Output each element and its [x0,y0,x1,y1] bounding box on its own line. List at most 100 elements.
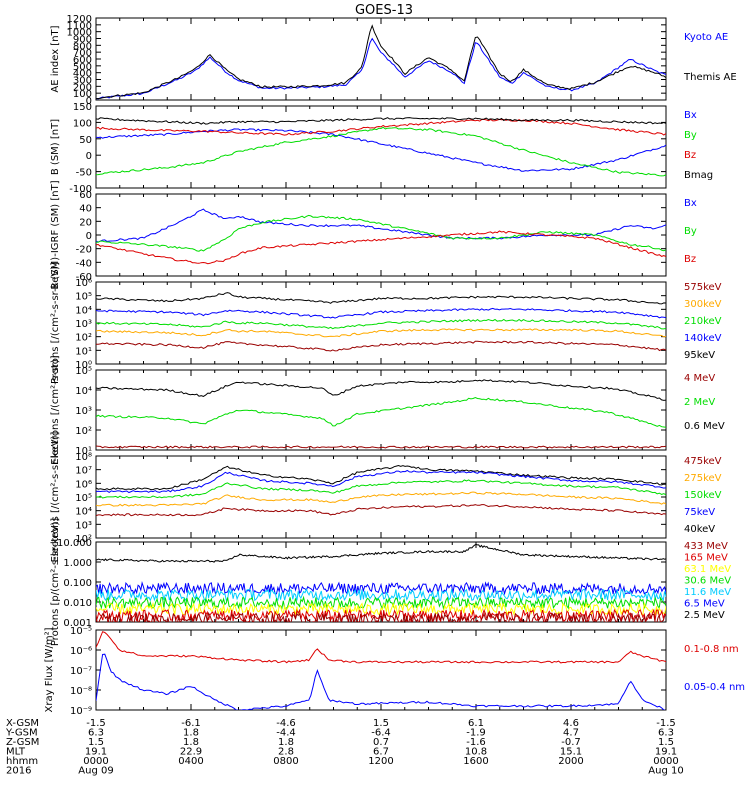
y-tick-label: 150 [73,102,92,113]
y-tick-label: 20 [79,217,92,228]
series-line-bmag [96,117,666,125]
series-line-6-5-mev [96,581,666,596]
axis-row-value: Aug 09 [78,766,113,777]
y-tick-label: 10³ [75,520,92,531]
legend-entry: 2.5 MeV [684,610,725,621]
series-line-themis-ae [96,24,666,100]
y-axis-label: Electrons [/(cm²-s-sr)] [50,355,61,464]
series-line-2-5-mev [96,543,666,563]
axis-row-value: 6.1 [468,718,484,729]
y-tick-label: 400 [73,69,92,80]
y-tick-label: 10⁶ [75,278,92,289]
series-line-575kev [96,340,666,352]
y-tick-label: 600 [73,55,92,66]
axis-row-value: 0.7 [373,737,389,748]
axis-row-label: Z-GSM [6,737,39,748]
series-line-40kev [96,464,666,491]
y-tick-label: 800 [73,41,92,52]
axis-row-value: 6.7 [373,747,389,758]
y-tick-label: 10⁻⁵ [70,626,92,637]
legend-entry: 165 MeV [684,553,728,564]
panel-bsm: -100 -50 0 50 100 150 B (SM) [nT] Bx By Bz Bmag [50,102,713,195]
legend-entry: 4 MeV [684,373,715,384]
legend-entry: 2 MeV [684,397,715,408]
y-axis-label: B (SM) [nT] [50,119,61,175]
series-line-30-6-mev [96,595,666,611]
legend-entry: 0.05-0.4 nm [684,682,745,693]
y-tick-label: 10² [75,534,92,545]
y-tick-label: 10³ [75,319,92,330]
series-line-63-1-mev [96,601,666,617]
y-tick-label: 10⁵ [75,493,92,504]
legend-entry: 6.5 MeV [684,599,725,610]
y-tick-label: 10³ [75,406,92,417]
y-tick-label: 10² [75,426,92,437]
axis-row-value: 19.1 [655,747,677,758]
legend-entry: 475keV [684,456,722,467]
series-line-150kev [96,479,666,499]
series-line-11-6-mev [96,587,666,602]
y-tick-label: 10⁶ [75,479,92,490]
panel-bigrf: -60 -40 -20 0 20 40 60 B (SM)-IGRF (SM) [nT] Bx B… [50,180,697,289]
legend-entry: 75keV [684,507,715,518]
series-line-by [96,214,666,252]
legend-entry: 433 MeV [684,541,728,552]
series-line-2-mev [96,396,666,428]
legend-entry: 95keV [684,350,715,361]
y-tick-label: -60 [76,272,92,283]
legend-entry: Themis AE [683,72,737,83]
axis-row-value: 15.1 [560,747,582,758]
axis-row-value: 1.5 [373,718,389,729]
y-axis-label: B (SM)-IGRF (SM) [nT] [50,180,61,289]
legend-entry: 575keV [684,282,722,293]
axis-row-value: 1.8 [183,737,199,748]
y-tick-label: 10⁸ [75,452,92,463]
legend-entry: Bmag [684,170,713,181]
axis-row-value: 1.8 [183,728,199,739]
series-group [96,379,666,449]
axis-row-value: 1600 [463,756,488,767]
y-tick-label: 500 [73,62,92,73]
axis-row-label: X-GSM [6,718,39,729]
legend-entry: 300keV [684,299,722,310]
y-axis-label: Xray Flux [W/m²] [44,627,55,712]
y-tick-label: 10⁴ [75,305,92,316]
axis-row-value: -1.5 [86,718,106,729]
y-tick-label: 10¹ [75,346,92,357]
series-line-75kev [96,469,666,494]
axis-row-value: -1.6 [466,737,486,748]
legend-entry: 63.1 MeV [684,564,731,575]
series-line-275kev [96,491,666,507]
series-group [96,543,666,622]
panel-xray: 10⁻⁹ 10⁻⁸ 10⁻⁷ 10⁻⁶ 10⁻⁵ Xray Flux [W/m²] 0.1-… [44,626,745,717]
series-line-140kev [96,307,666,319]
series-line-kyoto-ae [96,37,666,100]
y-tick-label: 40 [79,204,92,215]
series-line-by [96,126,666,177]
legend-entry: 0.6 MeV [684,421,725,432]
legend-entry: 30.6 MeV [684,576,731,587]
y-tick-label: 10⁴ [75,507,92,518]
legend-entry: 275keV [684,473,722,484]
y-tick-label: -50 [76,168,92,179]
y-tick-label: 10⁷ [75,466,92,477]
axis-row-value: 0000 [653,756,678,767]
y-tick-label: 0 [86,231,92,242]
legend-entry: Bx [684,198,697,209]
chart-title: GOES-13 [355,3,413,18]
axis-row-value: -4.4 [276,728,296,739]
axis-row-value: -6.4 [371,728,391,739]
y-tick-label: 100 [73,89,92,100]
y-tick-label: 0.100 [63,578,92,589]
panel-frame [95,629,667,711]
y-tick-label: 1.000 [63,558,92,569]
y-tick-label: -20 [76,245,92,256]
axis-row-value: 1.5 [88,737,104,748]
y-tick-label: 10⁻⁹ [70,706,92,717]
legend-entry: 11.6 MeV [684,587,731,598]
y-axis-label: Protons [/(cm²-s-sr-keV)] [50,262,61,384]
axis-row-value: 19.1 [85,747,107,758]
